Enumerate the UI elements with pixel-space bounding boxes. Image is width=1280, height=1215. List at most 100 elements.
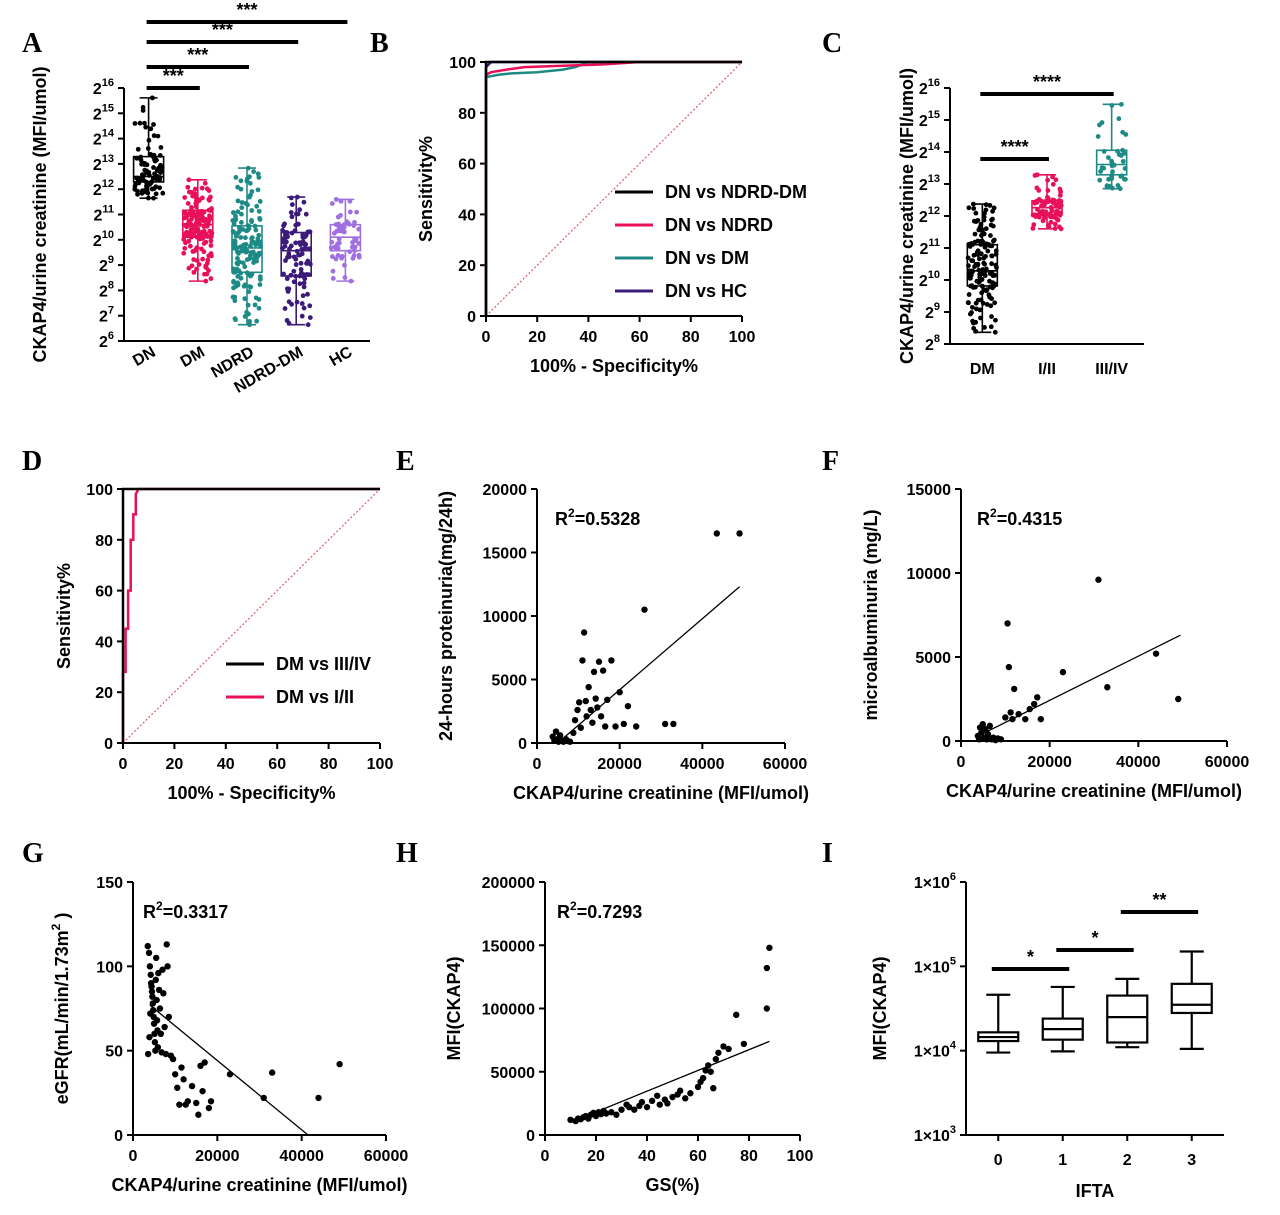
data-point: [1015, 710, 1022, 718]
data-point: [1110, 169, 1115, 175]
data-point: [151, 165, 156, 170]
data-point: [1101, 148, 1107, 154]
data-point: [1042, 201, 1048, 206]
data-point: [187, 209, 193, 215]
data-point: [246, 311, 251, 317]
y-tick-label: 212: [93, 178, 114, 199]
data-point: [328, 245, 334, 251]
data-point: [195, 1111, 202, 1118]
data-point: [143, 124, 149, 130]
y-tick-label: 215: [919, 109, 940, 130]
data-point: [339, 255, 344, 261]
data-point: [244, 270, 250, 276]
data-point: [594, 704, 601, 711]
x-axis-label: CKAP4/urine creatinine (MFI/umol): [111, 1175, 407, 1195]
data-point: [200, 231, 206, 237]
data-point: [336, 1060, 343, 1068]
data-point: [577, 724, 585, 731]
y-axis-label: microalbuminuria (mg/L): [861, 509, 881, 720]
data-point: [307, 303, 313, 309]
data-point: [1052, 221, 1058, 227]
data-point: [982, 325, 987, 330]
data-point: [144, 942, 151, 950]
data-point: [157, 1030, 165, 1038]
y-axis-label: CKAP4/urine creatinine (MFI/umol): [30, 66, 50, 362]
y-tick-label: 5000: [915, 650, 951, 667]
data-point: [196, 229, 202, 234]
data-point: [330, 268, 336, 274]
box-iqr: [1170, 982, 1213, 1015]
data-point: [1095, 134, 1101, 139]
x-tick-label: 20000: [597, 756, 642, 773]
x-axis-label: 100% - Specificity%: [167, 783, 335, 803]
x-tick-label: 40000: [1116, 754, 1161, 771]
data-point: [246, 289, 252, 295]
y-tick-label: 216: [93, 77, 114, 98]
data-point: [967, 243, 973, 249]
data-point: [1118, 173, 1124, 179]
y-tick-label: 0: [518, 736, 527, 753]
legend-label: DM vs III/IV: [276, 654, 371, 674]
data-point: [1040, 208, 1046, 214]
x-tick-label: 40: [580, 329, 598, 346]
x-tick-label: 3: [1187, 1152, 1196, 1169]
data-point: [193, 246, 199, 252]
significance-stars: ****: [1001, 137, 1029, 157]
data-point: [694, 1083, 702, 1091]
data-point: [648, 1097, 656, 1105]
data-point: [161, 1023, 168, 1031]
data-point: [336, 221, 341, 227]
data-point: [197, 222, 203, 227]
data-point: [304, 261, 309, 266]
data-point: [203, 263, 209, 269]
data-point: [338, 212, 343, 218]
data-point: [232, 267, 238, 273]
legend-label: DN vs NDRD-DM: [665, 182, 807, 202]
data-point: [165, 1013, 173, 1021]
data-point: [1095, 576, 1102, 583]
data-point: [612, 723, 619, 730]
data-point: [294, 248, 300, 254]
data-point: [979, 721, 986, 728]
data-point: [257, 250, 263, 256]
x-axis-label: IFTA: [1076, 1181, 1115, 1201]
data-point: [356, 226, 362, 232]
data-point: [983, 202, 989, 208]
x-tick-label: HC: [327, 344, 356, 370]
data-point: [656, 1101, 663, 1108]
data-point: [148, 988, 156, 995]
data-point: [280, 245, 285, 251]
y-axis-label: MFI(CKAP4): [444, 957, 464, 1061]
data-point: [1034, 694, 1041, 701]
data-point: [1109, 174, 1115, 180]
data-point: [282, 221, 287, 227]
x-tick-label: 40: [217, 756, 235, 773]
x-tick-label: 20: [587, 1148, 605, 1165]
data-point: [976, 256, 982, 262]
data-point: [332, 244, 338, 250]
data-point: [992, 272, 998, 278]
data-point: [208, 243, 214, 248]
data-point: [977, 307, 983, 313]
data-point: [972, 231, 978, 237]
data-point: [992, 300, 998, 306]
data-point: [252, 223, 258, 229]
data-point: [1054, 209, 1060, 214]
data-point: [1033, 214, 1039, 219]
data-point: [190, 231, 196, 236]
r-squared-annotation: R2=0.7293: [557, 899, 642, 922]
x-tick-label: 0: [957, 754, 966, 771]
panel-label-d: D: [22, 446, 42, 477]
data-point: [603, 1110, 610, 1117]
data-point: [556, 732, 564, 739]
data-point: [248, 243, 253, 249]
data-point: [201, 1059, 208, 1066]
data-point: [661, 720, 669, 728]
data-point: [620, 720, 627, 728]
y-tick-label: 20000: [483, 482, 528, 499]
data-point: [341, 222, 347, 228]
data-point: [206, 268, 211, 273]
y-tick-label: 15000: [483, 546, 528, 563]
data-point: [178, 1064, 185, 1071]
data-point: [186, 189, 192, 195]
